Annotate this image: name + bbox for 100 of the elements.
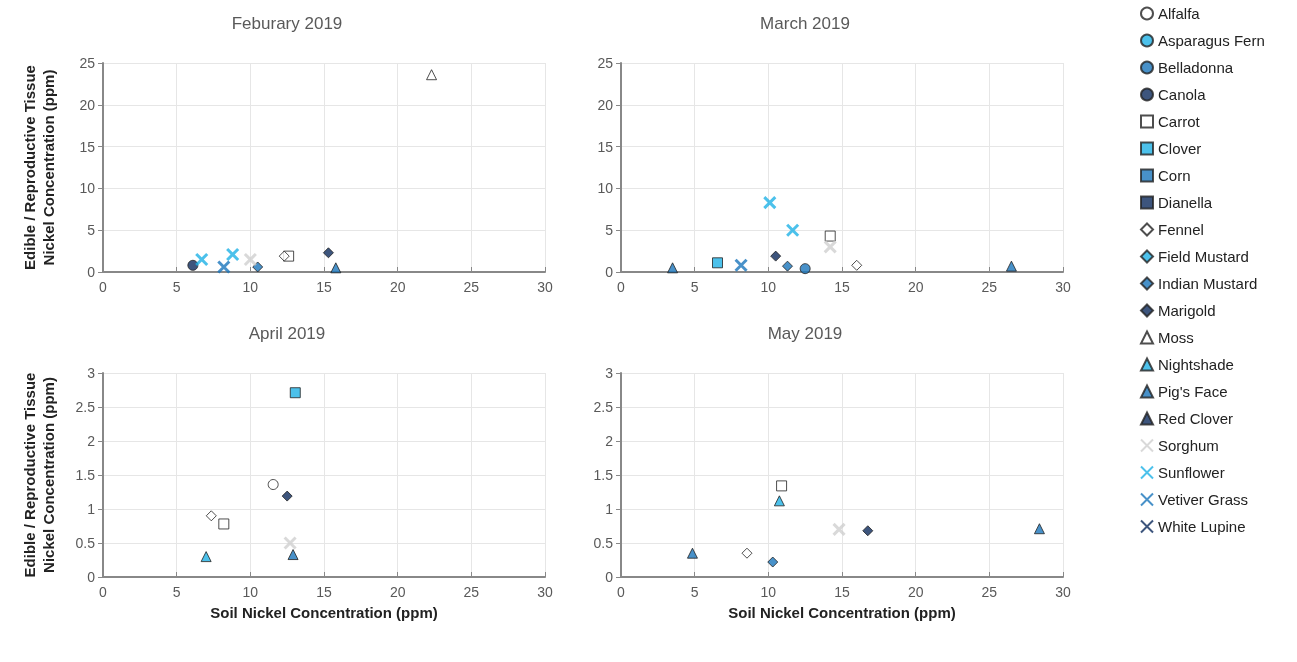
y-tick-label: 1: [605, 501, 614, 517]
legend-label: Sorghum: [1158, 437, 1219, 454]
y-tick-label: 10: [79, 180, 96, 197]
x-tick-label: 20: [907, 279, 924, 295]
y-tick-label: 0.5: [75, 535, 96, 551]
y-tick-label: 1.5: [75, 467, 96, 483]
legend-label: Carrot: [1158, 113, 1201, 130]
point: [218, 518, 230, 530]
y-tick-label: 20: [79, 96, 96, 113]
legend-label: Marigold: [1158, 302, 1216, 319]
x-tick-label: 5: [172, 279, 181, 295]
y-tick-label: 2.5: [75, 399, 96, 415]
legend-label: Moss: [1158, 329, 1194, 346]
x-tick-label: 25: [463, 279, 480, 295]
y-tick-label: 15: [597, 138, 614, 155]
point: [322, 247, 334, 259]
y-tick-label: 2: [605, 433, 614, 449]
chart-title: May 2019: [767, 324, 843, 343]
legend-label: Red Clover: [1158, 410, 1234, 427]
x-tick-label: 20: [907, 584, 924, 600]
point: [785, 223, 800, 238]
x-tick-label: 10: [760, 584, 777, 600]
x-tick-label: 10: [242, 584, 259, 600]
x-tick-label: 15: [834, 584, 850, 600]
y-tick-label: 5: [605, 222, 614, 239]
point: [216, 259, 231, 274]
x-axis-title: Soil Nickel Concentration (ppm): [210, 604, 438, 621]
x-tick-label: 0: [617, 584, 626, 600]
y-tick-label: 2.5: [593, 399, 614, 415]
legend-label: Nightshade: [1158, 356, 1234, 373]
x-tick-label: 20: [389, 279, 406, 295]
y-tick-label: 1: [87, 501, 96, 517]
x-tick-label: 0: [617, 279, 626, 295]
point: [781, 260, 793, 272]
legend-label: Dianella: [1158, 194, 1213, 211]
point: [667, 262, 679, 274]
point: [686, 547, 698, 559]
y-axis-title: Edible / Reproductive Tissue Nickel Concentration (ppm): [21, 65, 57, 270]
point: [287, 549, 299, 561]
point: [283, 536, 298, 550]
point: [243, 252, 258, 267]
point: [770, 250, 782, 262]
point: [734, 258, 749, 273]
x-tick-label: 0: [99, 279, 108, 295]
legend-label: Field Mustard: [1158, 248, 1249, 265]
y-tick-label: 2: [87, 433, 96, 449]
point: [194, 252, 209, 267]
x-tick-label: 20: [389, 584, 406, 600]
x-tick-label: 25: [981, 584, 998, 600]
y-tick-label: 25: [597, 55, 614, 71]
y-tick-label: 3: [87, 365, 96, 381]
point: [767, 556, 779, 568]
legend-label: Clover: [1158, 140, 1202, 157]
point: [289, 387, 301, 399]
y-tick-label: 20: [597, 96, 614, 113]
legend-label: Belladonna: [1158, 59, 1234, 76]
point: [776, 480, 788, 492]
chart-title: March 2019: [760, 14, 850, 33]
point: [1005, 260, 1017, 272]
x-tick-label: 5: [690, 279, 699, 295]
legend-label: Alfalfa: [1158, 5, 1201, 22]
chart-title: April 2019: [248, 324, 326, 343]
point: [762, 195, 777, 210]
x-tick-label: 15: [316, 584, 332, 600]
x-tick-label: 30: [537, 584, 553, 600]
y-tick-label: 1.5: [593, 467, 614, 483]
legend-label: Vetiver Grass: [1158, 491, 1249, 508]
x-tick-label: 15: [316, 279, 332, 295]
point: [278, 250, 290, 262]
x-tick-label: 25: [463, 584, 480, 600]
y-tick-label: 25: [79, 55, 96, 71]
y-axis-title: Edible / Reproductive Tissue Nickel Concentration (ppm): [21, 372, 57, 578]
chart-title: Feburary 2019: [231, 14, 343, 33]
point: [330, 262, 342, 274]
point: [799, 263, 811, 275]
y-tick-label: 10: [597, 180, 614, 197]
point: [832, 522, 847, 537]
y-tick-label: 5: [87, 222, 96, 239]
x-tick-label: 25: [981, 279, 998, 295]
point: [225, 247, 240, 262]
x-tick-label: 30: [1055, 584, 1071, 600]
point: [200, 551, 212, 563]
x-tick-label: 10: [760, 279, 777, 295]
legend-label: Corn: [1158, 167, 1191, 184]
legend-label: Canola: [1158, 86, 1207, 103]
x-tick-label: 10: [242, 279, 259, 295]
point: [1033, 523, 1045, 535]
legend-label: Fennel: [1158, 221, 1204, 238]
x-tick-label: 30: [537, 279, 553, 295]
legend-label: Sunflower: [1158, 464, 1225, 481]
x-tick-label: 5: [172, 584, 181, 600]
y-tick-label: 0: [87, 264, 96, 280]
legend-label: Indian Mustard: [1158, 275, 1258, 292]
x-tick-label: 30: [1055, 279, 1071, 295]
point: [267, 479, 279, 491]
x-tick-label: 15: [834, 279, 850, 295]
x-axis-title: Soil Nickel Concentration (ppm): [728, 604, 956, 621]
point: [824, 230, 836, 242]
y-tick-label: 0: [87, 569, 96, 585]
point: [712, 257, 723, 269]
